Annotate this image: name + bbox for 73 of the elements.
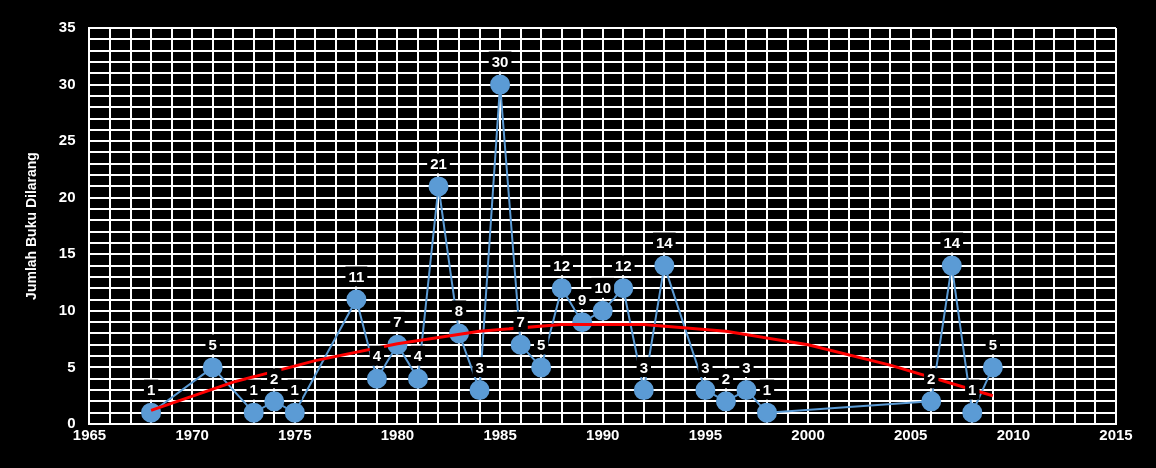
x-tick-label: 1990 — [586, 426, 620, 444]
y-tick-label: 30 — [58, 74, 76, 92]
data-label: 5 — [208, 336, 217, 354]
data-label: 3 — [639, 358, 648, 376]
data-label: 2 — [721, 370, 731, 388]
x-tick-label: 2015 — [1099, 426, 1133, 444]
data-label: 1 — [249, 381, 258, 399]
point — [982, 357, 1003, 378]
data-label: 5 — [536, 336, 546, 354]
data-label: 1 — [290, 381, 299, 399]
x-tick-label: 1975 — [278, 426, 312, 444]
point — [695, 380, 716, 401]
point — [736, 380, 757, 401]
x-tick-label: 1980 — [380, 426, 415, 444]
data-label: 5 — [988, 336, 997, 354]
y-tick-label: 5 — [67, 357, 76, 375]
point — [202, 357, 223, 378]
point — [264, 391, 285, 412]
y-tick-label: 25 — [58, 131, 76, 149]
data-label: 12 — [553, 256, 571, 274]
x-tick-label: 1970 — [175, 426, 209, 444]
y-tick-label: 15 — [58, 244, 76, 262]
x-tick-label: 2010 — [996, 426, 1031, 444]
point — [490, 74, 511, 95]
data-label: 1 — [968, 381, 977, 399]
point — [551, 278, 572, 299]
x-tick-label: 2000 — [791, 426, 825, 444]
data-label: 1 — [762, 381, 772, 399]
point — [531, 357, 552, 378]
data-label: 1 — [146, 381, 156, 399]
point — [756, 402, 777, 423]
point — [469, 380, 490, 401]
point — [141, 402, 162, 423]
data-label: 4 — [413, 347, 423, 365]
data-label: 11 — [348, 268, 365, 286]
data-label: 9 — [578, 290, 587, 308]
data-label: 21 — [430, 155, 447, 173]
point — [407, 368, 428, 389]
data-label: 7 — [393, 313, 402, 331]
point — [962, 402, 983, 423]
data-label: 3 — [701, 358, 710, 376]
point — [654, 255, 675, 276]
y-tick-label: 10 — [58, 301, 76, 318]
data-label: 8 — [454, 302, 464, 320]
point — [921, 391, 942, 412]
point — [243, 402, 264, 423]
y-axis-title: Jumlah Buku Dilarang — [23, 152, 40, 300]
data-label: 3 — [742, 358, 751, 376]
data-label: 7 — [516, 313, 525, 331]
x-tick-label: 1985 — [483, 426, 517, 444]
data-label: 30 — [491, 53, 509, 71]
data-label: 2 — [270, 370, 279, 388]
data-label: 14 — [655, 234, 674, 252]
point — [428, 176, 449, 197]
point — [941, 255, 962, 276]
point — [633, 380, 654, 401]
y-tick-label: 35 — [58, 18, 76, 36]
point — [346, 289, 367, 310]
point — [715, 391, 736, 412]
y-tick-label: 20 — [58, 187, 76, 205]
point — [366, 368, 387, 389]
point — [613, 278, 634, 299]
point — [592, 300, 613, 321]
point — [510, 334, 531, 355]
data-label: 12 — [614, 256, 632, 274]
data-label: 4 — [372, 347, 382, 365]
data-label: 14 — [943, 234, 961, 252]
data-label: 2 — [927, 370, 936, 388]
data-label: 10 — [594, 279, 612, 297]
x-tick-label: 2005 — [894, 426, 928, 444]
x-tick-label: 1995 — [688, 426, 723, 444]
data-label: 3 — [475, 358, 484, 376]
point — [284, 402, 305, 423]
